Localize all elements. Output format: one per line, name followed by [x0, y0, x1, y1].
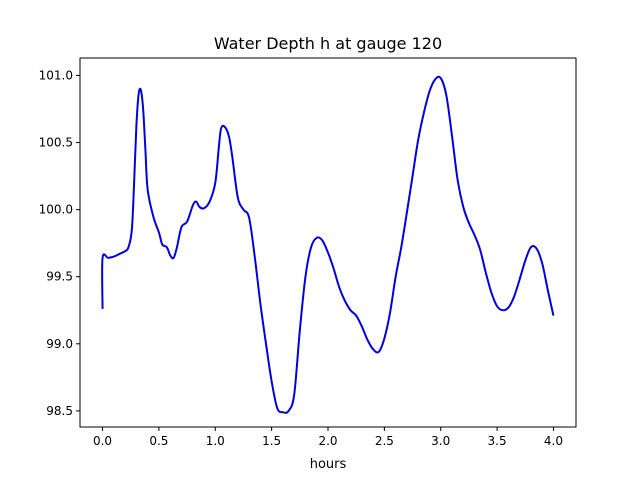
axis-ticks: 0.0 0.5 1.0 1.5 2.0 2.5 3.0 3.5 4.0 98.5 99.0 99.5 1…	[39, 68, 563, 448]
y-tick-label: 100.5	[39, 136, 73, 150]
y-tick-label: 98.5	[46, 404, 73, 418]
x-tick-label: 1.0	[206, 434, 225, 448]
x-axis-label: hours	[310, 457, 347, 472]
y-tick-label: 99.0	[46, 337, 73, 351]
x-tick-label: 4.0	[544, 434, 563, 448]
series-line	[101, 75, 555, 414]
x-tick-label: 2.5	[375, 434, 394, 448]
plot-frame	[79, 57, 577, 428]
x-tick-label: 2.0	[318, 434, 337, 448]
x-tick-label: 1.5	[262, 434, 281, 448]
plot-area	[101, 75, 555, 414]
x-tick-label: 0.0	[93, 434, 112, 448]
chart-title: Water Depth h at gauge 120	[214, 34, 442, 53]
y-tick-label: 100.0	[39, 203, 73, 217]
y-tick-label: 101.0	[39, 68, 73, 82]
x-tick-label: 3.0	[431, 434, 450, 448]
y-tick-label: 99.5	[46, 270, 73, 284]
x-tick-label: 0.5	[149, 434, 168, 448]
x-tick-label: 3.5	[488, 434, 507, 448]
